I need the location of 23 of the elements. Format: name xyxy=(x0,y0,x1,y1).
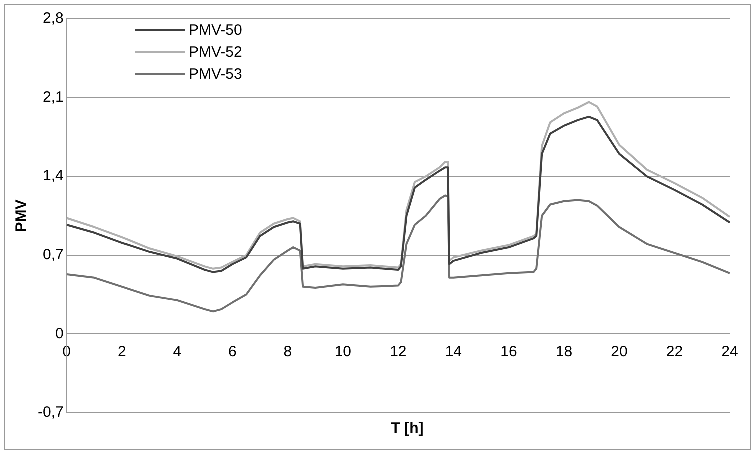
y-tick-label: 2,1 xyxy=(42,88,64,106)
x-tick-label: 8 xyxy=(284,343,292,360)
x-tick-label: 18 xyxy=(556,343,573,360)
x-tick-label: 6 xyxy=(228,343,237,360)
x-tick-label: 22 xyxy=(666,343,684,360)
legend-label: PMV-52 xyxy=(189,44,242,60)
y-axis-title: PMV xyxy=(13,200,30,232)
x-tick-label: 12 xyxy=(390,343,407,360)
y-tick-label: 0 xyxy=(56,325,64,342)
x-tick-label: 2 xyxy=(118,343,126,360)
x-axis-title: T [h] xyxy=(390,420,425,437)
y-tick-label: -0,7 xyxy=(38,404,64,422)
y-tick-label: 0,7 xyxy=(42,246,64,264)
x-tick-label: 16 xyxy=(500,343,518,360)
x-tick-label: 10 xyxy=(334,343,352,360)
y-tick-label: 1,4 xyxy=(42,168,64,185)
x-tick-label: 20 xyxy=(611,343,628,360)
x-tick-label: 24 xyxy=(722,343,738,360)
x-tick-label: 4 xyxy=(173,343,182,360)
legend-label: PMV-53 xyxy=(189,66,242,82)
x-tick-label: 14 xyxy=(445,343,462,360)
y-tick-label: 2,8 xyxy=(42,10,64,28)
legend-label: PMV-50 xyxy=(189,22,242,38)
